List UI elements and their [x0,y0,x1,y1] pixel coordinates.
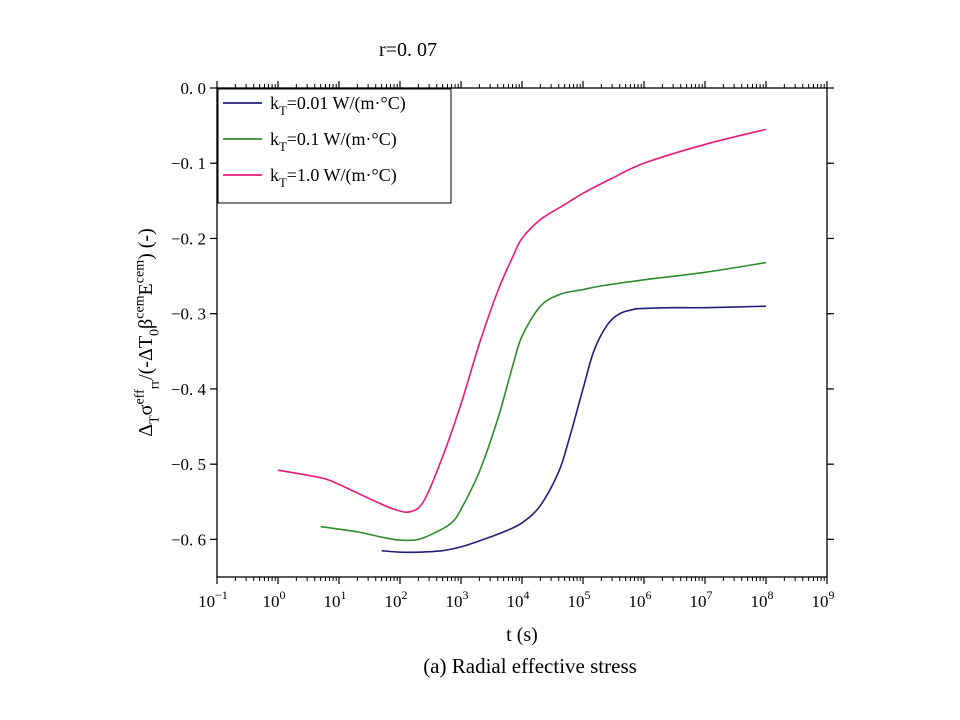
x-axis-label: t (s) [506,624,538,646]
y-axis-label-part: cem [133,260,148,283]
series-line-2 [320,261,767,542]
y-tick-label: −0. 1 [171,154,206,173]
plot-area: 0. 0−0. 1−0. 2−0. 3−0. 4−0. 5−0. 6 10−1 1… [171,79,835,611]
x-tick-label: 100 [263,588,286,611]
y-axis-label-part: cem [133,295,148,318]
x-tick-base: 10 [198,592,215,611]
y-tick-label: −0. 4 [171,380,207,399]
x-tick-exp: 5 [585,588,591,602]
x-tick-label: 106 [629,588,652,611]
legend-label: kT=1.0 W/(m·°C) [270,165,397,190]
legend: kT=0.01 W/(m·°C)kT=0.1 W/(m·°C)kT=1.0 W/… [217,88,452,204]
x-tick-base: 10 [263,592,280,611]
x-tick-exp: 3 [463,588,469,602]
legend-label: kT=0.01 W/(m·°C) [270,93,406,118]
x-tick-base: 10 [812,592,829,611]
y-axis-label-part: Δ [135,424,157,437]
x-tick-base: 10 [629,592,646,611]
y-tick-label: −0. 5 [171,455,206,474]
x-tick-label: 108 [751,588,774,611]
x-tick-base: 10 [690,592,707,611]
x-tick-label: 109 [812,588,835,611]
y-axis-label-part: σ [135,404,157,415]
x-tick-label: 104 [507,588,530,611]
x-tick-base: 10 [507,592,524,611]
x-tick-exp: 7 [707,588,713,602]
x-axis: 10−1 100 101 102 103 104 105 106 107 108 109 [198,81,835,611]
series-line-3 [277,128,767,513]
y-tick-label: 0. 0 [181,79,207,98]
x-tick-label: 102 [385,588,408,611]
y-tick-label: −0. 3 [171,305,206,324]
x-tick-exp: 8 [768,588,774,602]
x-tick-base: 10 [385,592,402,611]
legend-label: kT=0.1 W/(m·°C) [270,129,397,154]
y-axis-label-part: T [147,415,162,424]
x-tick-label: 103 [446,588,469,611]
top-label: r=0. 07 [379,39,437,61]
legend-label-part: k [270,93,279,113]
y-axis-label-part: eff [133,389,148,405]
y-tick-label: −0. 6 [171,530,206,549]
x-tick-label: 105 [568,588,591,611]
y-axis: 0. 0 −0. 1 −0. 2 −0. 3 −0. 4 −0. 5 −0. 6 [171,79,834,549]
x-tick-label: 101 [324,588,347,611]
x-tick-exp: 9 [829,588,835,602]
y-axis-label: ΔTσeffrr/(-ΔT0βcemEcem) (-) [133,228,163,437]
x-tick-exp: 2 [402,588,408,602]
x-tick-base: 10 [446,592,463,611]
y-tick-label: −0. 2 [171,229,206,248]
legend-label-part: T [279,140,287,154]
x-tick-exp: 4 [524,588,530,602]
x-tick-base: 10 [751,592,768,611]
legend-label-part: k [270,129,279,149]
y-axis-label-part: 0 [147,329,162,336]
legend-label-part: k [270,165,279,185]
legend-label-part: =1.0 W/(m·°C) [287,165,397,186]
legend-box [217,88,452,204]
y-axis-label-part: E [135,283,157,295]
x-tick-label: 10−1 [198,588,228,611]
legend-label-part: T [279,104,287,118]
figure-caption: (a) Radial effective stress [423,654,637,678]
y-axis-label-part: ) (-) [135,228,157,260]
x-tick-exp: 0 [280,588,286,602]
x-tick-base: 10 [568,592,585,611]
x-tick-exp: 6 [646,588,652,602]
y-axis-label-part: /(-ΔT [135,336,157,380]
legend-label-part: =0.01 W/(m·°C) [287,93,406,114]
x-tick-exp: −1 [215,588,228,602]
x-tick-base: 10 [324,592,341,611]
y-axis-label-part: rr [147,380,162,390]
legend-label-part: =0.1 W/(m·°C) [287,129,397,150]
y-axis-label-part: β [135,319,157,329]
series-layer [277,128,767,554]
x-tick-label: 107 [690,588,713,611]
legend-label-part: T [279,176,287,190]
legend-items: kT=0.01 W/(m·°C)kT=0.1 W/(m·°C)kT=1.0 W/… [223,93,406,190]
series-line-1 [381,305,767,554]
x-tick-exp: 1 [341,588,347,602]
